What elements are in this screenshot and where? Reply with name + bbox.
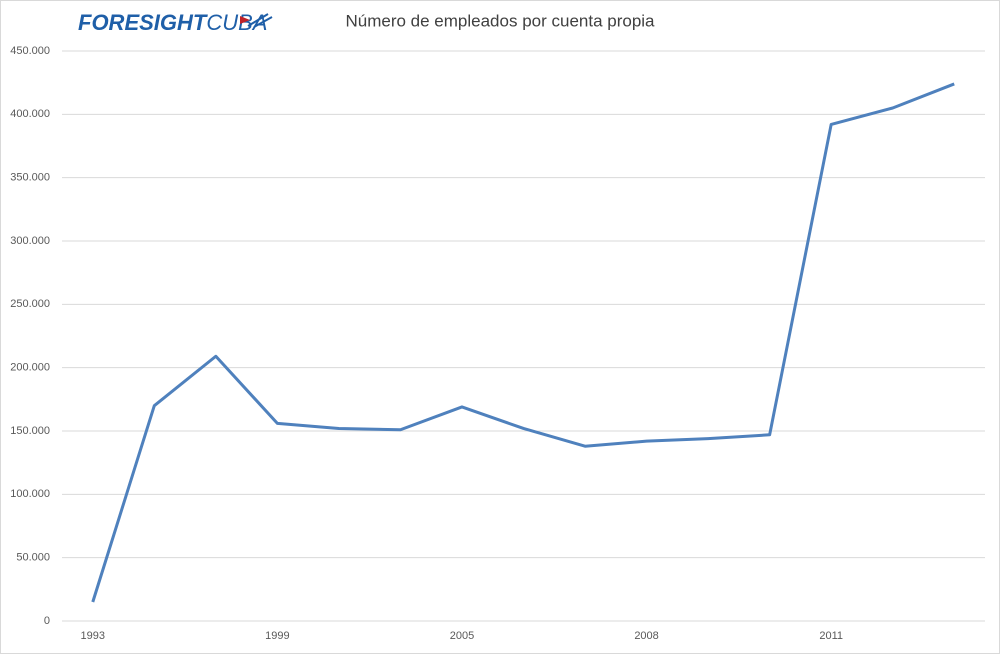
y-tick-label: 150.000 (10, 425, 50, 437)
x-tick-label: 2011 (819, 630, 843, 642)
y-tick-label: 250.000 (10, 298, 50, 310)
y-tick-label: 450.000 (10, 45, 50, 57)
y-tick-label: 200.000 (10, 362, 50, 374)
chart-title: Número de empleados por cuenta propia (345, 11, 655, 30)
y-tick-label: 300.000 (10, 235, 50, 247)
y-tick-label: 0 (44, 615, 50, 627)
x-tick-label: 1993 (81, 630, 105, 642)
x-tick-label: 2008 (634, 630, 658, 642)
logo-icon (240, 13, 273, 28)
y-tick-label: 50.000 (16, 552, 50, 564)
logo-second: CUBA (206, 10, 267, 35)
x-tick-label: 1999 (265, 630, 289, 642)
logo-first: FORESIGHT (78, 10, 208, 35)
x-tick-label: 2005 (450, 630, 474, 642)
y-tick-label: 350.000 (10, 172, 50, 184)
y-tick-label: 100.000 (10, 488, 50, 500)
y-tick-label: 400.000 (10, 108, 50, 120)
logo: FORESIGHTCUBA (78, 10, 267, 35)
series-line (91, 82, 955, 603)
